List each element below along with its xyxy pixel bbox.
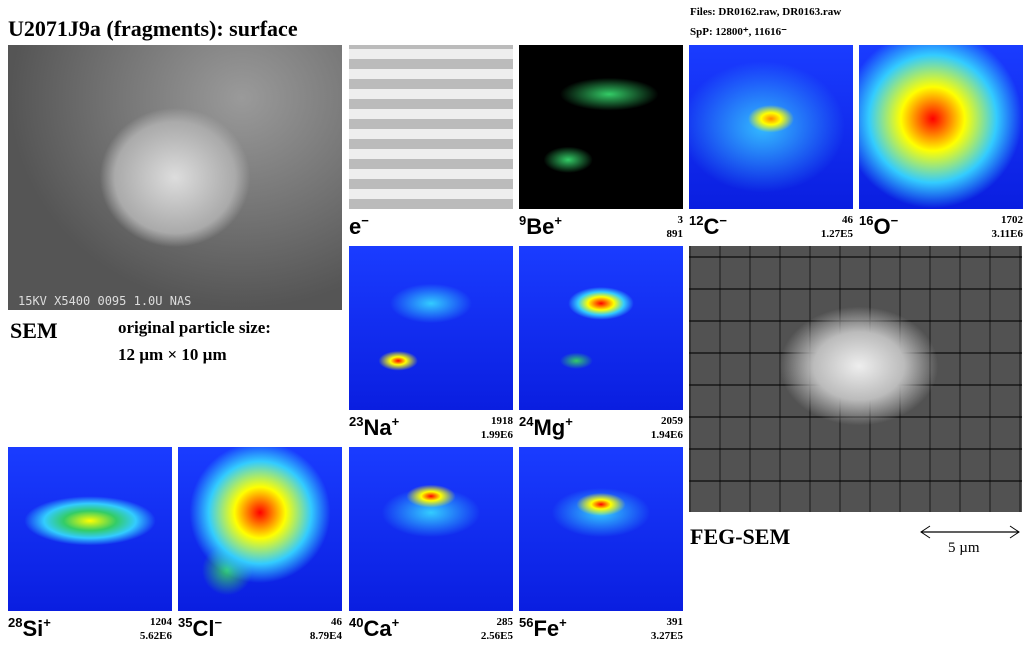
total-count: 5.62E6 — [140, 629, 172, 643]
total-count: 8.79E4 — [310, 629, 342, 643]
symbol: O — [873, 214, 890, 239]
total-count: 3.27E5 — [651, 629, 683, 643]
title: U2071J9a (fragments): surface — [8, 16, 298, 42]
charge: − — [361, 213, 369, 228]
symbol: Fe — [533, 616, 559, 641]
ion-label: 28Si+ — [8, 615, 51, 642]
mass: 16 — [859, 213, 873, 228]
total-count: 1.94E6 — [651, 428, 683, 442]
ion-image — [349, 447, 513, 611]
mass: 23 — [349, 414, 363, 429]
ion-label: 9Be+ — [519, 213, 562, 240]
ion-image — [178, 447, 342, 611]
feg-sem-image — [689, 246, 1022, 512]
symbol: Ca — [363, 616, 391, 641]
sem-image: 15KV X5400 0095 1.0U NAS — [8, 45, 342, 310]
total-count: 2.56E5 — [481, 629, 513, 643]
size-caption: original particle size: — [118, 318, 271, 338]
charge: − — [214, 615, 222, 630]
size-value: 12 µm × 10 µm — [118, 345, 227, 365]
max-count: 46 — [310, 615, 342, 629]
max-count: 1702 — [992, 213, 1023, 227]
charge: + — [392, 615, 400, 630]
ion-image — [519, 246, 683, 410]
mass: 28 — [8, 615, 22, 630]
max-count: 1918 — [481, 414, 513, 428]
symbol: e — [349, 214, 361, 239]
ion-label: 23Na+ — [349, 414, 399, 441]
charge: + — [565, 414, 573, 429]
symbol: Be — [526, 214, 554, 239]
ion-image — [519, 45, 683, 209]
charge: + — [559, 615, 567, 630]
max-count: 2059 — [651, 414, 683, 428]
charge: + — [43, 615, 51, 630]
scale-bar — [918, 522, 1022, 542]
charge: − — [719, 213, 727, 228]
max-count: 391 — [651, 615, 683, 629]
ion-image — [859, 45, 1023, 209]
mass: 40 — [349, 615, 363, 630]
sem-label: SEM — [10, 318, 58, 344]
mass: 56 — [519, 615, 533, 630]
ion-label: 35Cl− — [178, 615, 222, 642]
ion-image — [8, 447, 172, 611]
charge: + — [392, 414, 400, 429]
symbol: C — [703, 214, 719, 239]
scale-label: 5 µm — [948, 540, 980, 557]
ion-label-box: e− — [349, 213, 513, 243]
ion-image — [689, 45, 853, 209]
symbol: Mg — [533, 415, 565, 440]
total-count: 1.27E5 — [821, 227, 853, 241]
total-count: 1.99E6 — [481, 428, 513, 442]
total-count: 3.11E6 — [992, 227, 1023, 241]
symbol: Na — [363, 415, 391, 440]
feg-sem-label: FEG-SEM — [690, 524, 790, 550]
ion-label: 56Fe+ — [519, 615, 567, 642]
spp: SpP: 12800⁺, 11616⁻ — [690, 25, 787, 38]
max-count: 1204 — [140, 615, 172, 629]
ion-image — [349, 246, 513, 410]
ion-label: e− — [349, 213, 369, 240]
sem-overlay: 15KV X5400 0095 1.0U NAS — [18, 294, 191, 308]
ion-label: 40Ca+ — [349, 615, 399, 642]
max-count: 3 — [667, 213, 684, 227]
files: Files: DR0162.raw, DR0163.raw — [690, 6, 841, 18]
mass: 24 — [519, 414, 533, 429]
ion-label: 16O− — [859, 213, 898, 240]
ion-label: 12C− — [689, 213, 727, 240]
ion-label: 24Mg+ — [519, 414, 573, 441]
mass: 12 — [689, 213, 703, 228]
total-count: 891 — [667, 227, 684, 241]
ion-image — [349, 45, 513, 209]
max-count: 285 — [481, 615, 513, 629]
figure: U2071J9a (fragments): surface Files: DR0… — [0, 0, 1023, 650]
max-count: 46 — [821, 213, 853, 227]
symbol: Cl — [192, 616, 214, 641]
charge: − — [891, 213, 899, 228]
charge: + — [554, 213, 562, 228]
symbol: Si — [22, 616, 43, 641]
ion-image — [519, 447, 683, 611]
mass: 35 — [178, 615, 192, 630]
